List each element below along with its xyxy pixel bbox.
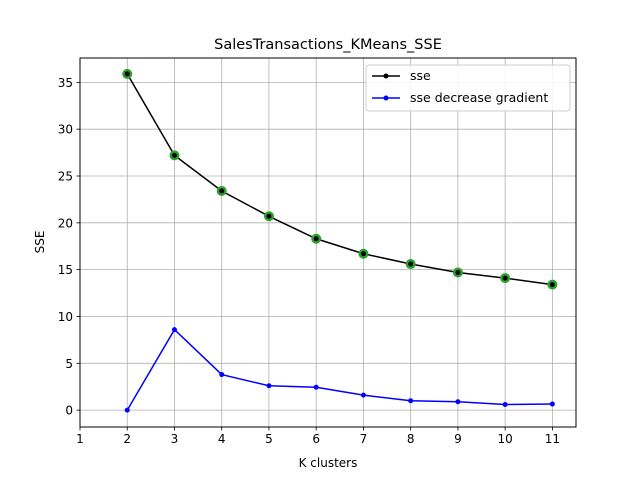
chart-title: SalesTransactions_KMeans_SSE [214,37,442,53]
x-tick-label: 9 [454,432,462,446]
series-point [502,402,508,408]
series-point [313,236,319,242]
x-tick-label: 1 [76,432,84,446]
series-point [219,188,225,194]
series-point [549,401,555,407]
x-tick-label: 3 [171,432,179,446]
plot-frame [79,57,577,428]
series-point [313,384,319,390]
legend-label-sse: sse [410,68,431,83]
series-point [124,407,130,413]
series-point [171,327,177,333]
y-tick-label: 30 [58,123,73,137]
y-tick-label: 25 [58,170,73,184]
series-point [360,251,366,257]
ticks: 1 2 3 4 5 6 7 8 9 10 11 0 5 10 15 20 25 30 35 [58,76,560,446]
series-point [360,392,366,398]
x-tick-label: 7 [360,432,368,446]
series-point [455,399,461,405]
x-tick-label: 4 [218,432,226,446]
x-tick-label: 11 [545,432,560,446]
series-layer [122,68,558,413]
series-point [502,275,508,281]
x-tick-label: 10 [498,432,513,446]
series-point [219,372,225,378]
series-point [266,213,272,219]
y-tick-label: 10 [58,310,73,324]
legend-label-gradient: sse decrease gradient [410,90,548,105]
y-tick-label: 0 [65,404,73,418]
series-point [408,261,414,267]
series-line-0 [126,73,553,286]
x-tick-label: 8 [407,432,415,446]
x-tick-label: 2 [123,432,131,446]
y-tick-label: 35 [58,76,73,90]
series-line-1 [126,328,553,411]
y-axis-label: SSE [33,231,47,254]
x-tick-label: 6 [312,432,320,446]
legend: sse sse decrease gradient [365,64,571,112]
series-point [549,282,555,288]
series-point [455,269,461,275]
series-point [171,152,177,158]
y-tick-label: 20 [58,216,73,230]
legend-frame [365,64,571,112]
series-point [124,71,130,77]
legend-marker-sse [383,73,389,79]
y-tick-label: 15 [58,263,73,277]
series-point [408,398,414,404]
legend-marker-gradient [383,95,389,101]
series-point [266,383,272,389]
x-tick-label: 5 [265,432,273,446]
y-tick-label: 5 [65,357,73,371]
x-axis-label: K clusters [299,456,358,470]
